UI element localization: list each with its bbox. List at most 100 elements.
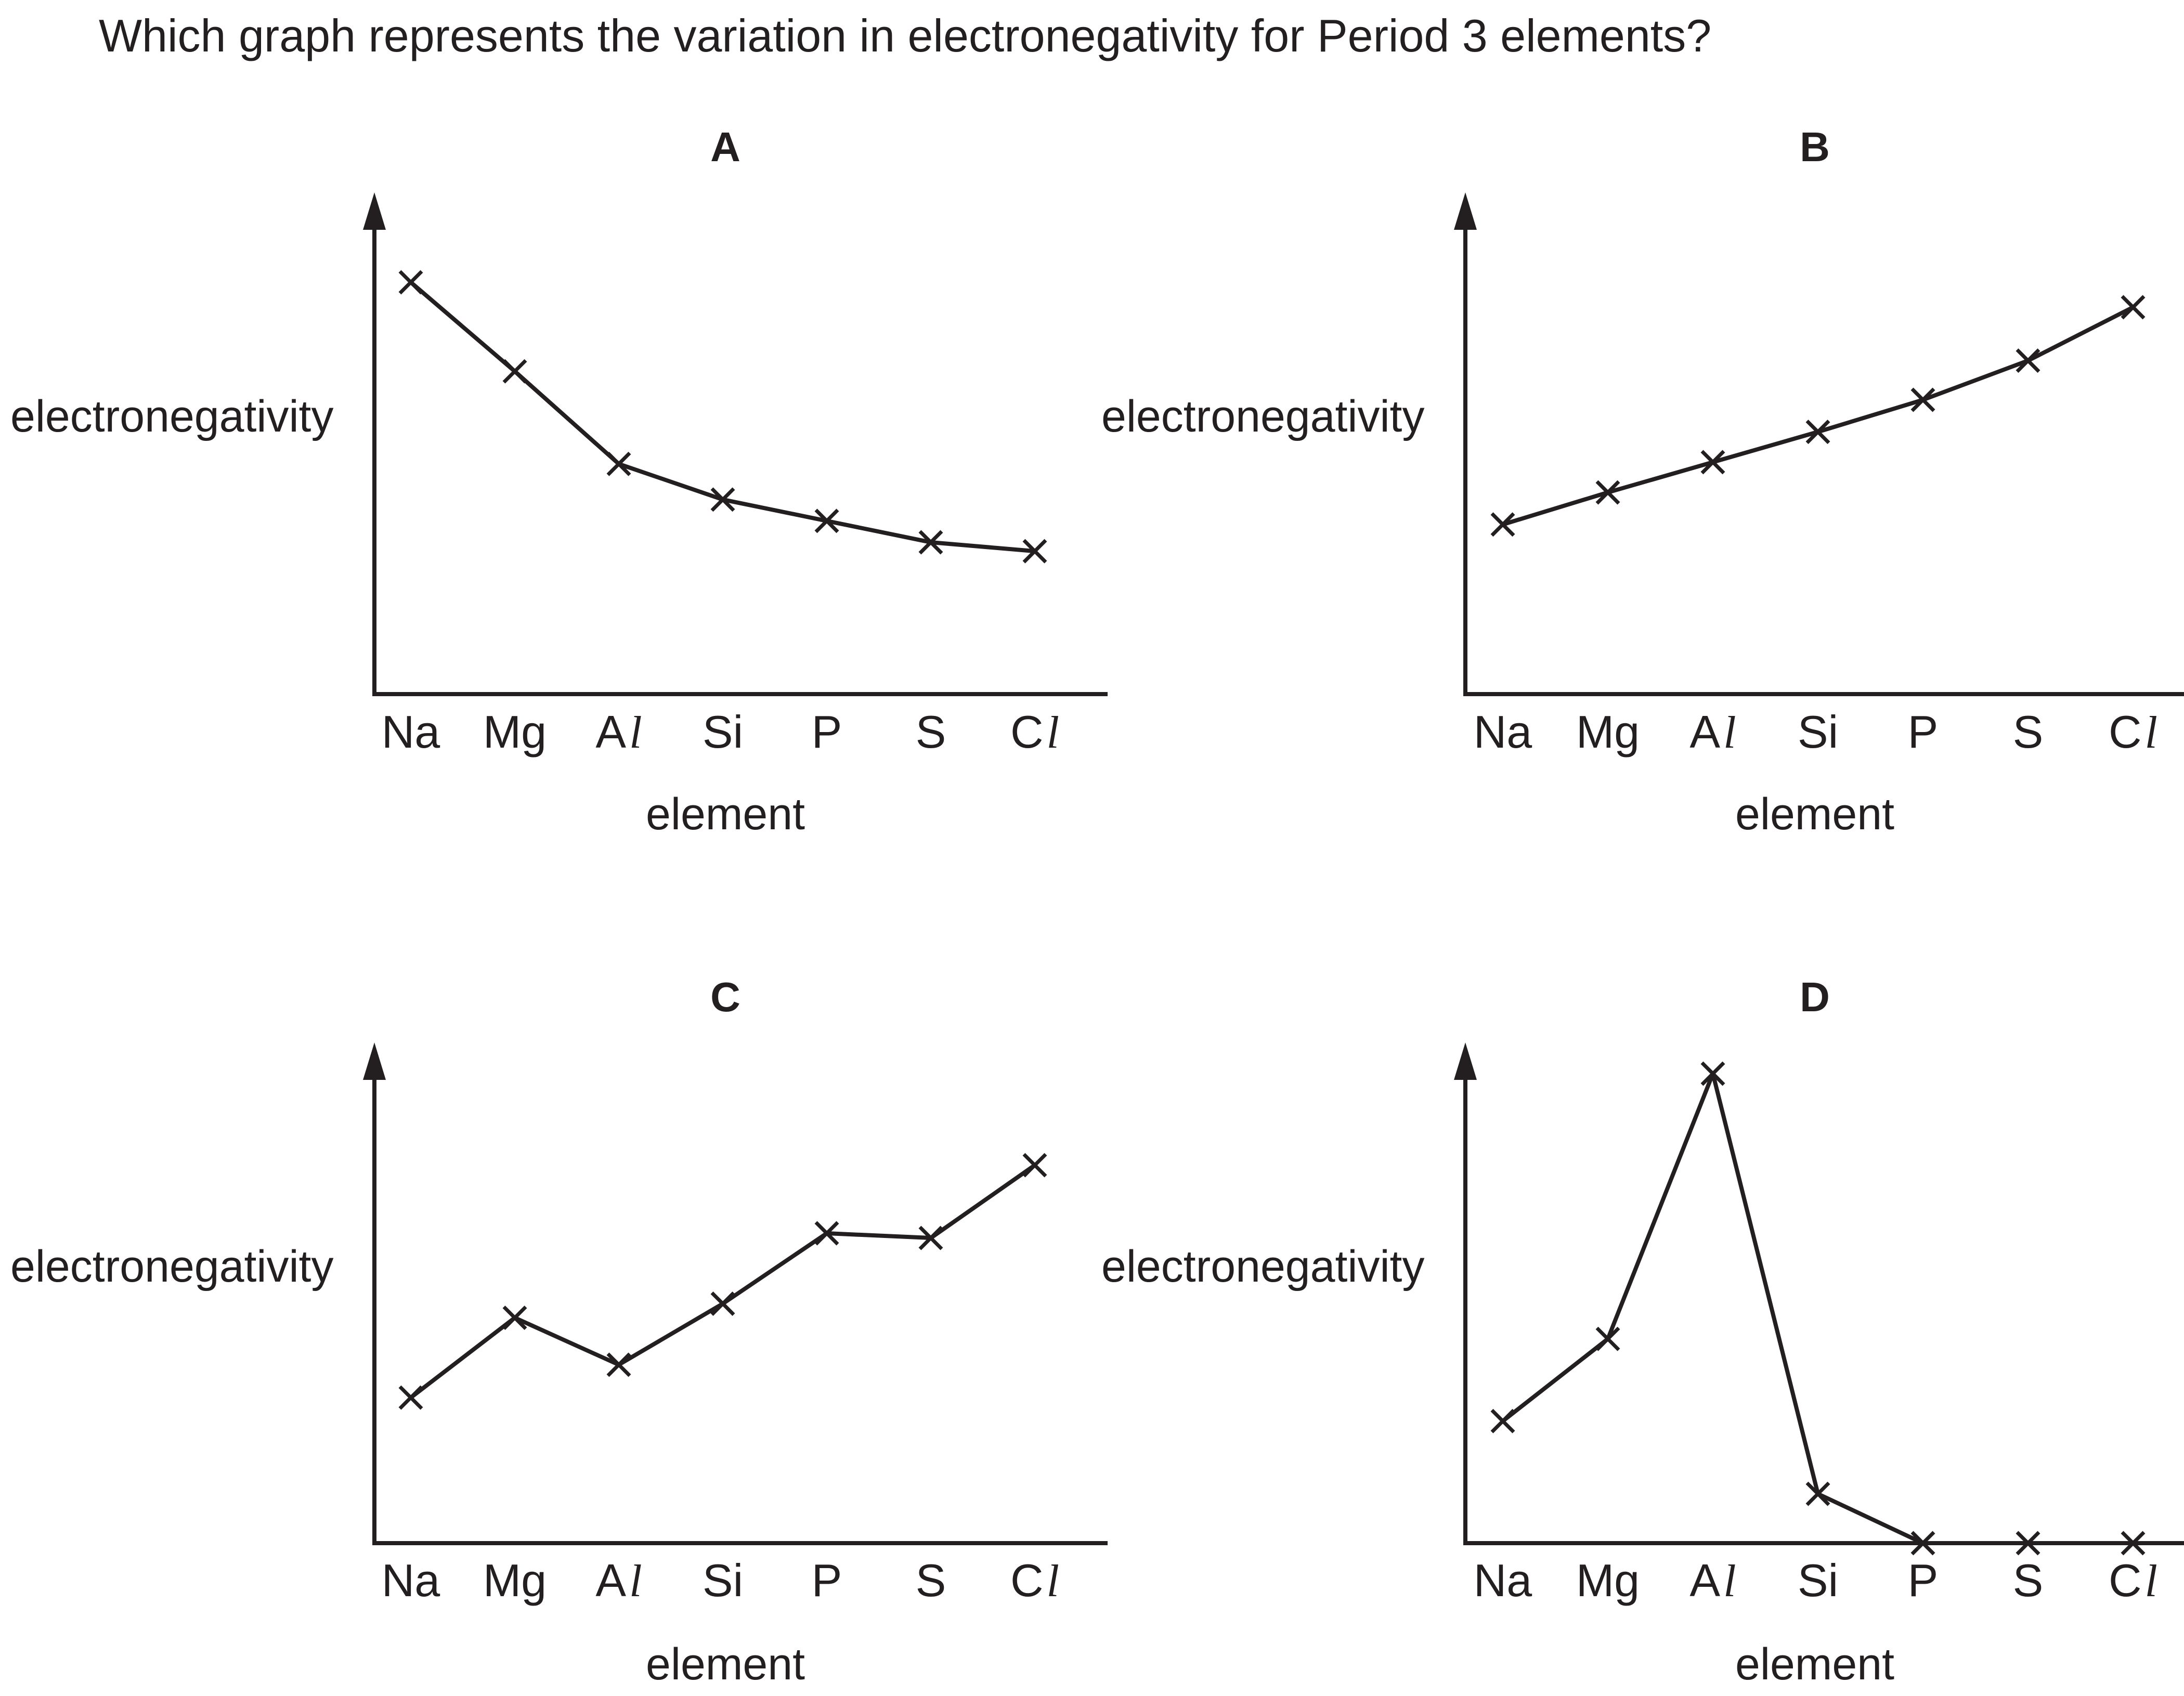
x-tick-label-italic: l [2145,1556,2157,1607]
x-tick-label-main: Mg [483,1555,547,1606]
data-point-marker [710,487,735,512]
x-tick-label-italic: l [1723,1556,1736,1607]
x-tick-label: Na [382,706,440,758]
x-tick-label-main: P [812,706,842,758]
x-tick-label: Si [1798,1555,1838,1606]
x-tick-label-main: P [1908,706,1939,758]
chart-title: D [1800,974,1830,1020]
data-point-marker [1910,1531,1935,1556]
x-tick-label: Mg [483,706,547,758]
x-tick-label-main: P [812,1555,842,1606]
data-point-marker [2121,295,2146,320]
x-tick-label-main: A [1689,1555,1720,1606]
y-axis-arrow-icon [363,192,386,230]
data-point-marker [1490,512,1515,537]
data-point-marker [398,1385,423,1410]
data-point-marker [606,451,631,476]
chart-title: B [1800,124,1830,170]
data-point-marker [1595,1326,1620,1351]
x-tick-label: Cl [2109,706,2157,758]
x-tick-label-main: C [1010,706,1044,758]
data-point-marker [2016,1531,2040,1556]
x-tick-label: Al [1689,1555,1736,1607]
y-axis-arrow-icon [363,1042,386,1080]
x-tick-label: Na [1474,1555,1532,1606]
x-tick-label-main: Si [1798,706,1838,758]
y-axis-label: electronegativity [10,1242,333,1291]
x-tick-label-main: Mg [1576,706,1640,758]
x-tick-label-main: A [595,1555,626,1606]
x-tick-label-main: Mg [483,706,547,758]
x-tick-label-main: Mg [1576,1555,1640,1606]
x-tick-label-main: S [2013,706,2044,758]
x-tick-label: Na [1474,706,1532,758]
x-tick-label: Al [595,1555,642,1607]
x-tick-label-main: Na [382,706,440,758]
x-tick-label-italic: l [1047,1556,1059,1607]
x-tick-label: Al [595,706,642,758]
x-tick-label-main: Na [1474,1555,1532,1606]
x-tick-label: S [2013,706,2044,758]
data-point-marker [814,1221,839,1246]
series-line [1502,305,2134,527]
x-tick-label-italic: l [1047,708,1059,758]
y-axis-label: electronegativity [1101,392,1424,441]
data-point-marker [814,508,839,533]
x-axis-label: element [646,789,805,839]
x-tick-label: P [1908,1555,1939,1606]
data-point-marker [1700,450,1725,475]
data-point-marker [2121,1531,2146,1556]
x-axis-label: element [1735,1639,1894,1689]
data-point-marker [1022,1153,1047,1178]
x-tick-label: Mg [1576,706,1640,758]
x-tick-label-main: Si [703,1555,743,1606]
series-line [409,280,1035,554]
x-tick-label-main: A [1689,706,1720,758]
series-line [409,1163,1036,1400]
x-tick-label-main: A [595,706,626,758]
x-tick-label: Cl [1010,706,1059,758]
x-tick-label-main: S [916,1555,946,1606]
x-tick-label: P [1908,706,1939,758]
y-axis-arrow-icon [1454,1042,1477,1080]
x-tick-label: S [916,1555,946,1606]
x-tick-label-italic: l [629,1556,642,1607]
x-tick-label-main: Na [382,1555,440,1606]
x-tick-label: Mg [1576,1555,1640,1606]
data-point-marker [1490,1408,1515,1433]
data-point-marker [398,270,423,295]
data-point-marker [502,1306,527,1330]
chart-title: A [710,124,740,170]
data-point-marker [918,1225,943,1250]
x-tick-label: Cl [2109,1555,2157,1607]
x-tick-label: Na [382,1555,440,1606]
y-axis-label: electronegativity [1101,1242,1424,1291]
data-point-marker [710,1291,735,1316]
x-tick-label-main: Na [1474,706,1532,758]
x-tick-label-main: S [916,706,946,758]
question-text: Which graph represents the variation in … [99,10,1712,61]
data-point-marker [606,1352,631,1377]
x-tick-label: Si [703,706,743,758]
x-tick-label: Al [1689,706,1736,758]
data-point-marker [1595,480,1620,505]
y-axis-arrow-icon [1454,192,1477,230]
x-axis-label: element [646,1639,805,1689]
x-tick-label-main: P [1908,1555,1939,1606]
data-point-marker [1805,1481,1830,1506]
data-point-marker [1910,387,1935,412]
series-line [1501,1072,2133,1545]
x-tick-label: Si [703,1555,743,1606]
x-tick-label: P [812,1555,842,1606]
x-tick-label-main: Si [1798,1555,1838,1606]
data-point-marker [502,359,527,384]
data-point-marker [1022,539,1047,564]
x-tick-label-main: S [2013,1555,2044,1606]
x-tick-label: Mg [483,1555,547,1606]
x-tick-label-italic: l [2145,708,2157,758]
